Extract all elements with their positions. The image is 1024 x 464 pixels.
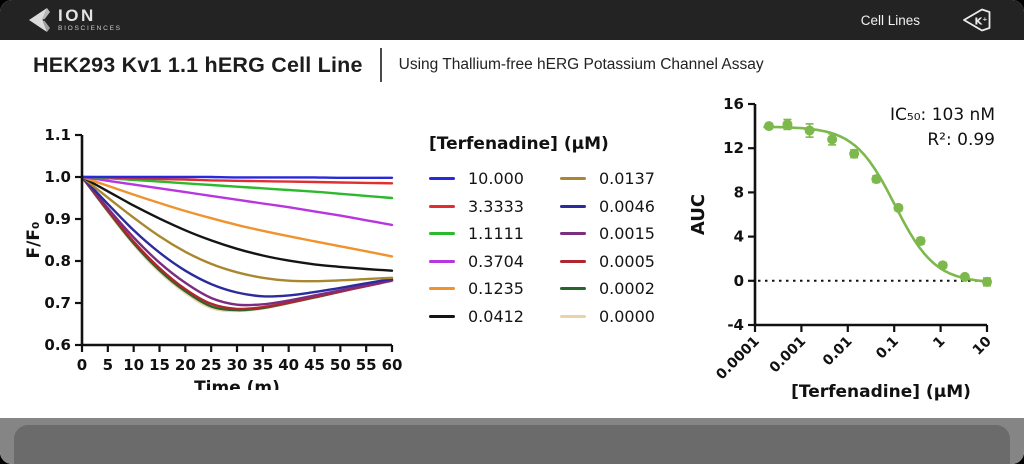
ion-crystal-icon [29, 8, 50, 32]
kinetics-chart: 0.6 0.7 0.8 0.9 1.0 1.1 0 5 10 15 20 25 30 35 40 45 50 55… [24, 126, 403, 390]
svg-text:5: 5 [103, 356, 113, 374]
legend-entry: 0.0000 [559, 306, 655, 326]
legend-swatch [559, 287, 586, 291]
page-subtitle: Using Thallium-free hERG Potassium Chann… [398, 56, 764, 73]
title-divider [379, 48, 382, 82]
nav-cell-lines[interactable]: Cell Lines [860, 12, 920, 28]
legend-swatch [429, 204, 455, 208]
svg-text:AUC: AUC [688, 194, 709, 235]
legend-entry: 10.000 [429, 169, 524, 188]
svg-text:0.8: 0.8 [44, 252, 71, 270]
legend-grid: 10.000 3.3333 1.1111 0.3704 0.1235 0.0412 0.01… [429, 165, 655, 330]
svg-text:1: 1 [930, 334, 948, 352]
svg-text:30: 30 [227, 356, 248, 374]
potassium-badge-label: K⁺ [974, 17, 987, 28]
legend-entry-label: 0.0412 [468, 306, 524, 326]
svg-text:1.0: 1.0 [44, 168, 71, 186]
terfenadine-legend: [Terfenadine] (μM) 10.000 3.3333 1.1111 0.3… [429, 134, 655, 330]
svg-text:0.1: 0.1 [873, 334, 902, 363]
svg-text:1.1: 1.1 [44, 126, 71, 144]
header-right: Cell Lines K⁺ [861, 6, 996, 34]
legend-swatch [429, 259, 455, 263]
svg-text:35: 35 [252, 356, 273, 374]
svg-text:4: 4 [734, 228, 744, 246]
title-row: HEK293 Kv1 1.1 hERG Cell Line Using Thal… [33, 48, 764, 82]
legend-entry: 1.1111 [429, 224, 524, 243]
brand-subtitle: BIOSCIENCES [58, 25, 122, 33]
legend-entry-label: 0.0000 [598, 306, 655, 326]
svg-text:8: 8 [734, 183, 744, 201]
svg-text:10: 10 [123, 356, 144, 374]
legend-entry-label: 1.1111 [468, 224, 524, 244]
legend-swatch [559, 314, 586, 318]
svg-text:Time (m): Time (m) [194, 378, 280, 390]
legend-swatch [429, 177, 455, 181]
legend-entry-label: 0.0046 [598, 196, 655, 216]
brand-logo[interactable]: ION BIOSCIENCES [28, 7, 122, 33]
page-title: HEK293 Kv1 1.1 hERG Cell Line [33, 52, 363, 77]
potassium-shield-icon[interactable]: K⁺ [960, 6, 996, 34]
legend-entry: 0.0412 [429, 307, 524, 326]
legend-swatch [429, 314, 455, 318]
svg-text:0.6: 0.6 [44, 336, 71, 354]
slide-content: HEK293 Kv1 1.1 hERG Cell Line Using Thal… [0, 40, 1024, 418]
svg-text:F/F₀: F/F₀ [24, 222, 44, 259]
legend-entry-label: 0.0005 [598, 251, 655, 271]
legend-title: [Terfenadine] (μM) [429, 134, 609, 154]
svg-text:0.0001: 0.0001 [713, 334, 763, 384]
legend-swatch [429, 232, 455, 236]
svg-text:[Terfenadine] (μM): [Terfenadine] (μM) [791, 382, 971, 402]
footer-panel [14, 425, 1010, 464]
svg-text:55: 55 [356, 356, 377, 374]
footer-bar [0, 418, 1024, 464]
svg-text:0: 0 [734, 272, 744, 290]
legend-entry: 3.3333 [429, 197, 524, 216]
brand-text: ION BIOSCIENCES [58, 7, 122, 33]
legend-entry: 0.3704 [429, 252, 524, 271]
svg-text:25: 25 [201, 356, 222, 374]
legend-entry: 0.0005 [559, 251, 655, 271]
top-bar: ION BIOSCIENCES Cell Lines K⁺ [0, 0, 1024, 40]
legend-entry: 0.0015 [559, 224, 655, 244]
legend-entry-label: 0.0002 [598, 279, 655, 299]
svg-text:0: 0 [77, 356, 87, 374]
svg-text:0.9: 0.9 [44, 210, 71, 228]
svg-text:0.01: 0.01 [820, 334, 856, 370]
svg-text:12: 12 [723, 139, 744, 157]
legend-entry: 0.1235 [429, 279, 524, 298]
svg-text:40: 40 [278, 356, 299, 374]
svg-text:0.001: 0.001 [767, 334, 810, 377]
svg-text:45: 45 [304, 356, 325, 374]
svg-text:60: 60 [382, 356, 403, 374]
svg-text:50: 50 [330, 356, 351, 374]
svg-text:R²: 0.99: R²: 0.99 [927, 130, 995, 150]
legend-entry-label: 0.3704 [468, 251, 524, 271]
svg-text:-4: -4 [727, 316, 744, 334]
legend-swatch [559, 259, 586, 263]
legend-entry-label: 0.1235 [468, 279, 524, 299]
svg-text:16: 16 [723, 95, 744, 113]
legend-swatch [429, 287, 455, 291]
legend-swatch [559, 232, 586, 236]
legend-entry-label: 10.000 [468, 169, 524, 189]
brand-name: ION [58, 6, 96, 26]
svg-text:0.7: 0.7 [44, 294, 71, 312]
legend-swatch [559, 177, 586, 181]
legend-entry: 0.0002 [559, 279, 655, 299]
legend-entry-label: 3.3333 [468, 196, 524, 216]
legend-entry-label: 0.0137 [598, 169, 655, 189]
legend-entry-label: 0.0015 [598, 224, 655, 244]
dose-response-chart: -4 0 4 8 12 16 0.0001 0.001 0.01 0.1 1 10 [Terfenadi… [688, 95, 995, 402]
svg-text:10: 10 [970, 333, 995, 358]
svg-text:IC₅₀: 103 nM: IC₅₀: 103 nM [890, 105, 995, 125]
legend-swatch [559, 204, 586, 208]
legend-entry: 0.0137 [559, 169, 655, 189]
svg-text:15: 15 [149, 356, 170, 374]
svg-text:20: 20 [175, 356, 196, 374]
legend-entry: 0.0046 [559, 196, 655, 216]
